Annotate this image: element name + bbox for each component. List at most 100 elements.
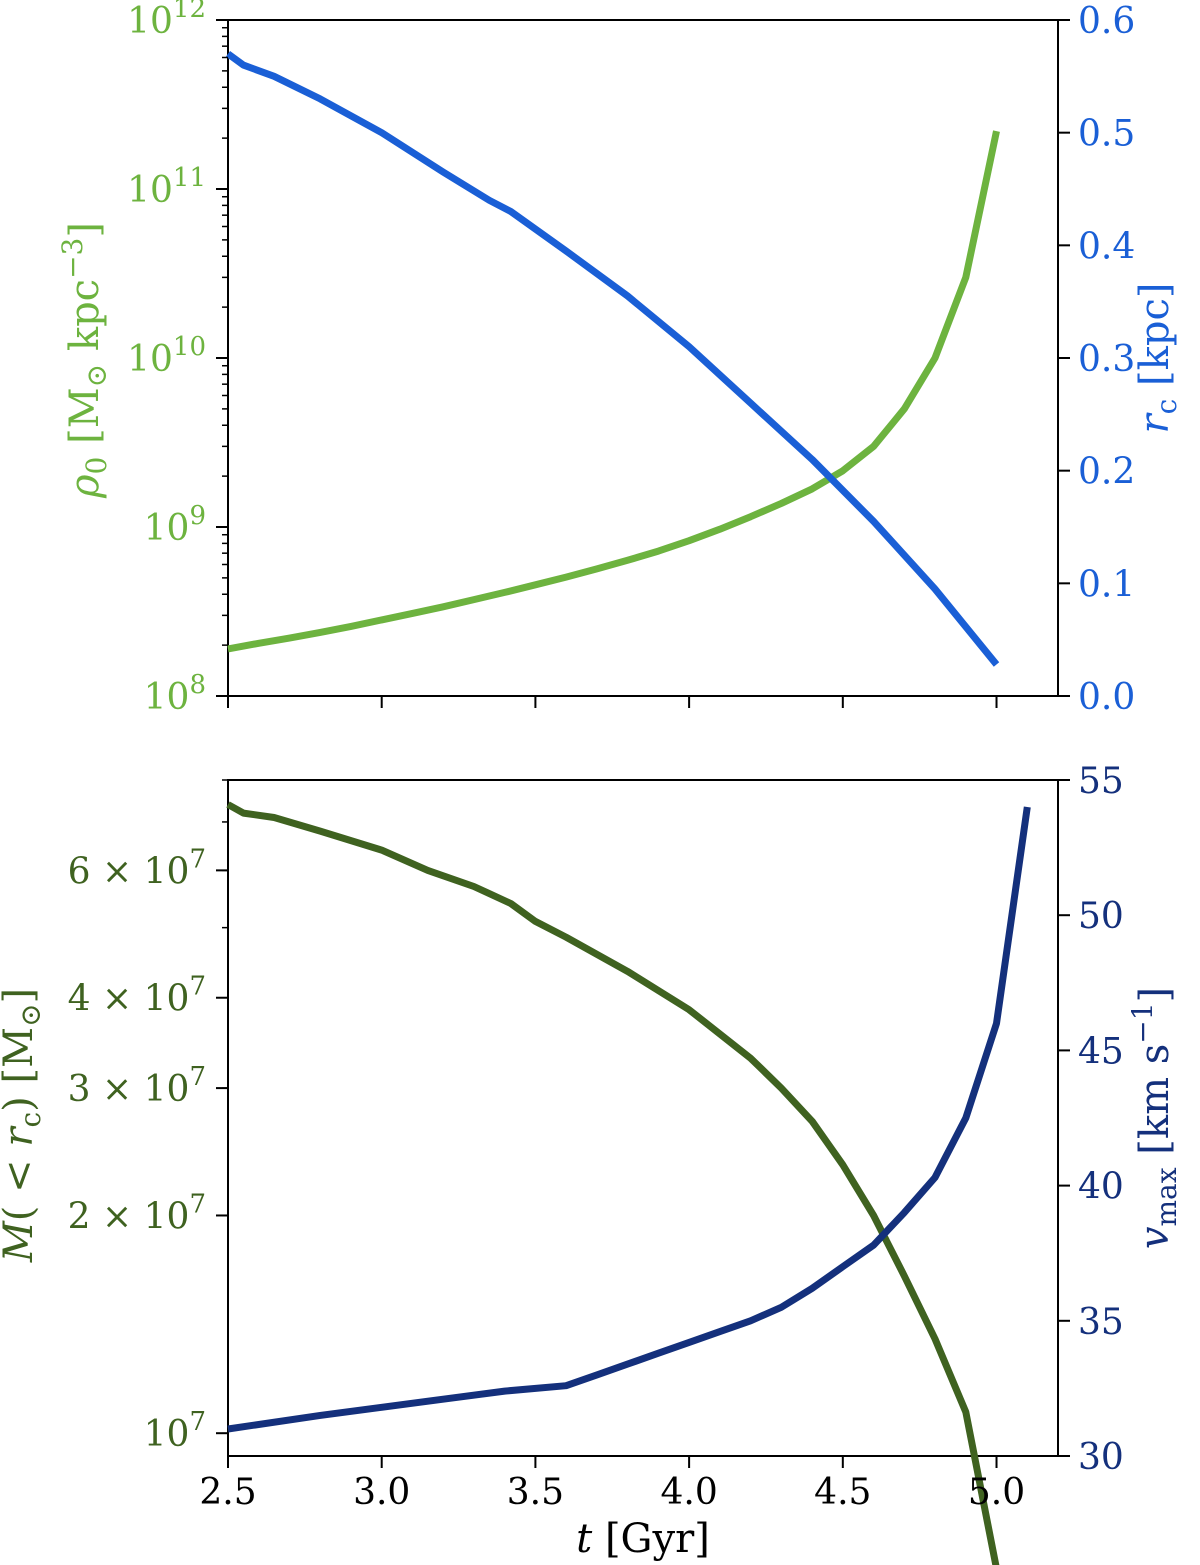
x-tick-label: 4.0 <box>660 1472 717 1513</box>
vmax-unit-open: [km s <box>1132 1044 1178 1168</box>
mass-unit-open: ) [M <box>0 1027 42 1112</box>
top-right-tick-label: 0.0 <box>1078 677 1135 718</box>
bottom-right-axis-label: vmax [km s−1] <box>1126 987 1183 1249</box>
rho-unit-exp: −3 <box>56 238 89 279</box>
mass-r-symbol: r <box>0 1125 42 1147</box>
top-right-tick-label: 0.3 <box>1078 339 1135 380</box>
top-left-tick-label: 1010 <box>127 332 206 380</box>
rho-unit-open: [M <box>62 387 108 456</box>
tick-base: 10 <box>127 170 173 211</box>
top-right-ticks: 0.0 0.1 0.2 0.3 0.4 0.5 0.6 <box>1058 1 1135 718</box>
mass-sun-symbol: ⊙ <box>14 1003 47 1026</box>
tick-exponent: 9 <box>189 501 206 531</box>
x-tick-label: 3.0 <box>353 1472 410 1513</box>
x-tick-label: 4.5 <box>814 1472 871 1513</box>
x-tick-label: 5.0 <box>968 1472 1025 1513</box>
tick-mantissa: 3 × <box>68 1069 144 1110</box>
vmax-symbol: v <box>1132 1226 1178 1249</box>
sun-symbol: ⊙ <box>80 364 113 387</box>
top-left-tick-label: 109 <box>144 501 206 549</box>
mass-symbol: M <box>0 1220 42 1263</box>
top-left-tick-label: 1012 <box>127 0 206 42</box>
tick-exponent: 7 <box>189 1189 206 1219</box>
tick-exponent: 10 <box>173 332 206 362</box>
rc-symbol: r <box>1132 411 1178 433</box>
x-tick-label: 2.5 <box>199 1472 256 1513</box>
bottom-right-ticks: 30 35 40 45 50 55 <box>1058 761 1124 1478</box>
tick-base: 10 <box>127 1 173 42</box>
tick-base: 10 <box>144 508 190 549</box>
top-left-tick-label: 108 <box>144 670 206 718</box>
tick-exponent: 7 <box>189 972 206 1002</box>
tick-base: 10 <box>127 339 173 380</box>
x-label-symbol: t <box>576 1516 593 1562</box>
top-left-axis-label: ρ0 [M⊙ kpc−3] <box>56 222 113 499</box>
bottom-left-tick-label: 6 × 107 <box>68 844 206 892</box>
x-label-unit: [Gyr] <box>592 1516 710 1562</box>
top-bottom-ticks <box>227 696 998 708</box>
bottom-right-tick-label: 40 <box>1078 1167 1124 1208</box>
top-right-tick-label: 0.4 <box>1078 226 1135 267</box>
rho-unit-kpc: kpc <box>62 279 108 364</box>
tick-exponent: 12 <box>173 0 206 24</box>
bottom-left-tick-label: 2 × 107 <box>68 1189 206 1237</box>
vmax-unit-exp: −1 <box>1126 1002 1159 1043</box>
mass-r-subscript: c <box>14 1112 47 1128</box>
bottom-right-tick-label: 35 <box>1078 1302 1124 1343</box>
tick-mantissa: 4 × <box>68 979 144 1020</box>
bottom-left-tick-label: 4 × 107 <box>68 972 206 1020</box>
tick-base: 10 <box>144 851 190 892</box>
tick-exponent: 11 <box>173 163 206 193</box>
x-axis-label: t [Gyr] <box>576 1516 710 1562</box>
top-right-tick-label: 0.1 <box>1078 564 1135 605</box>
vmax-unit-close: ] <box>1132 987 1178 1003</box>
mass-unit-close: ] <box>0 988 42 1004</box>
tick-exponent: 7 <box>189 1062 206 1092</box>
tick-base: 10 <box>144 1069 190 1110</box>
mass-paren: ( < <box>0 1147 42 1222</box>
tick-base: 10 <box>144 1196 190 1237</box>
tick-exponent: 8 <box>189 670 206 700</box>
rc-subscript: c <box>1150 399 1183 415</box>
bottom-series-line-left <box>226 801 1000 1565</box>
tick-base: 10 <box>144 979 190 1020</box>
top-series-group <box>225 50 1000 667</box>
top-right-axis-label: rc [kpc] <box>1132 283 1183 434</box>
bottom-series-group <box>226 801 1031 1565</box>
rho-subscript: 0 <box>80 457 113 475</box>
tick-mantissa: 2 × <box>68 1196 144 1237</box>
bottom-axes-frame <box>227 779 1059 1457</box>
tick-base: 10 <box>144 1414 190 1455</box>
top-right-tick-label: 0.2 <box>1078 452 1135 493</box>
rho-unit-close: ] <box>62 222 108 238</box>
tick-exponent: 7 <box>189 1407 206 1437</box>
top-series-line-left <box>227 130 1000 653</box>
top-right-tick-label: 0.5 <box>1078 114 1135 155</box>
top-series-line-right <box>225 50 1000 667</box>
bottom-right-tick-label: 30 <box>1078 1437 1124 1478</box>
tick-mantissa: 6 × <box>68 851 144 892</box>
bottom-right-tick-label: 55 <box>1078 761 1124 802</box>
tick-exponent: 7 <box>189 844 206 874</box>
bottom-series-line-right <box>227 806 1031 1433</box>
x-tick-label: 3.5 <box>507 1472 564 1513</box>
top-left-tick-label: 1011 <box>127 163 206 211</box>
bottom-left-axis-label: M( < rc) [M⊙] <box>0 988 47 1263</box>
bottom-left-tick-label: 3 × 107 <box>68 1062 206 1110</box>
rc-unit: [kpc] <box>1132 283 1178 399</box>
tick-base: 10 <box>144 677 190 718</box>
bottom-left-tick-label: 107 <box>144 1407 206 1455</box>
bottom-right-tick-label: 50 <box>1078 896 1124 937</box>
bottom-x-ticks: 2.5 3.0 3.5 4.0 4.5 5.0 <box>199 1456 1025 1513</box>
rho-symbol: ρ <box>62 474 108 499</box>
vmax-subscript: max <box>1150 1167 1183 1226</box>
bottom-right-tick-label: 45 <box>1078 1031 1124 1072</box>
top-right-tick-label: 0.6 <box>1078 1 1135 42</box>
